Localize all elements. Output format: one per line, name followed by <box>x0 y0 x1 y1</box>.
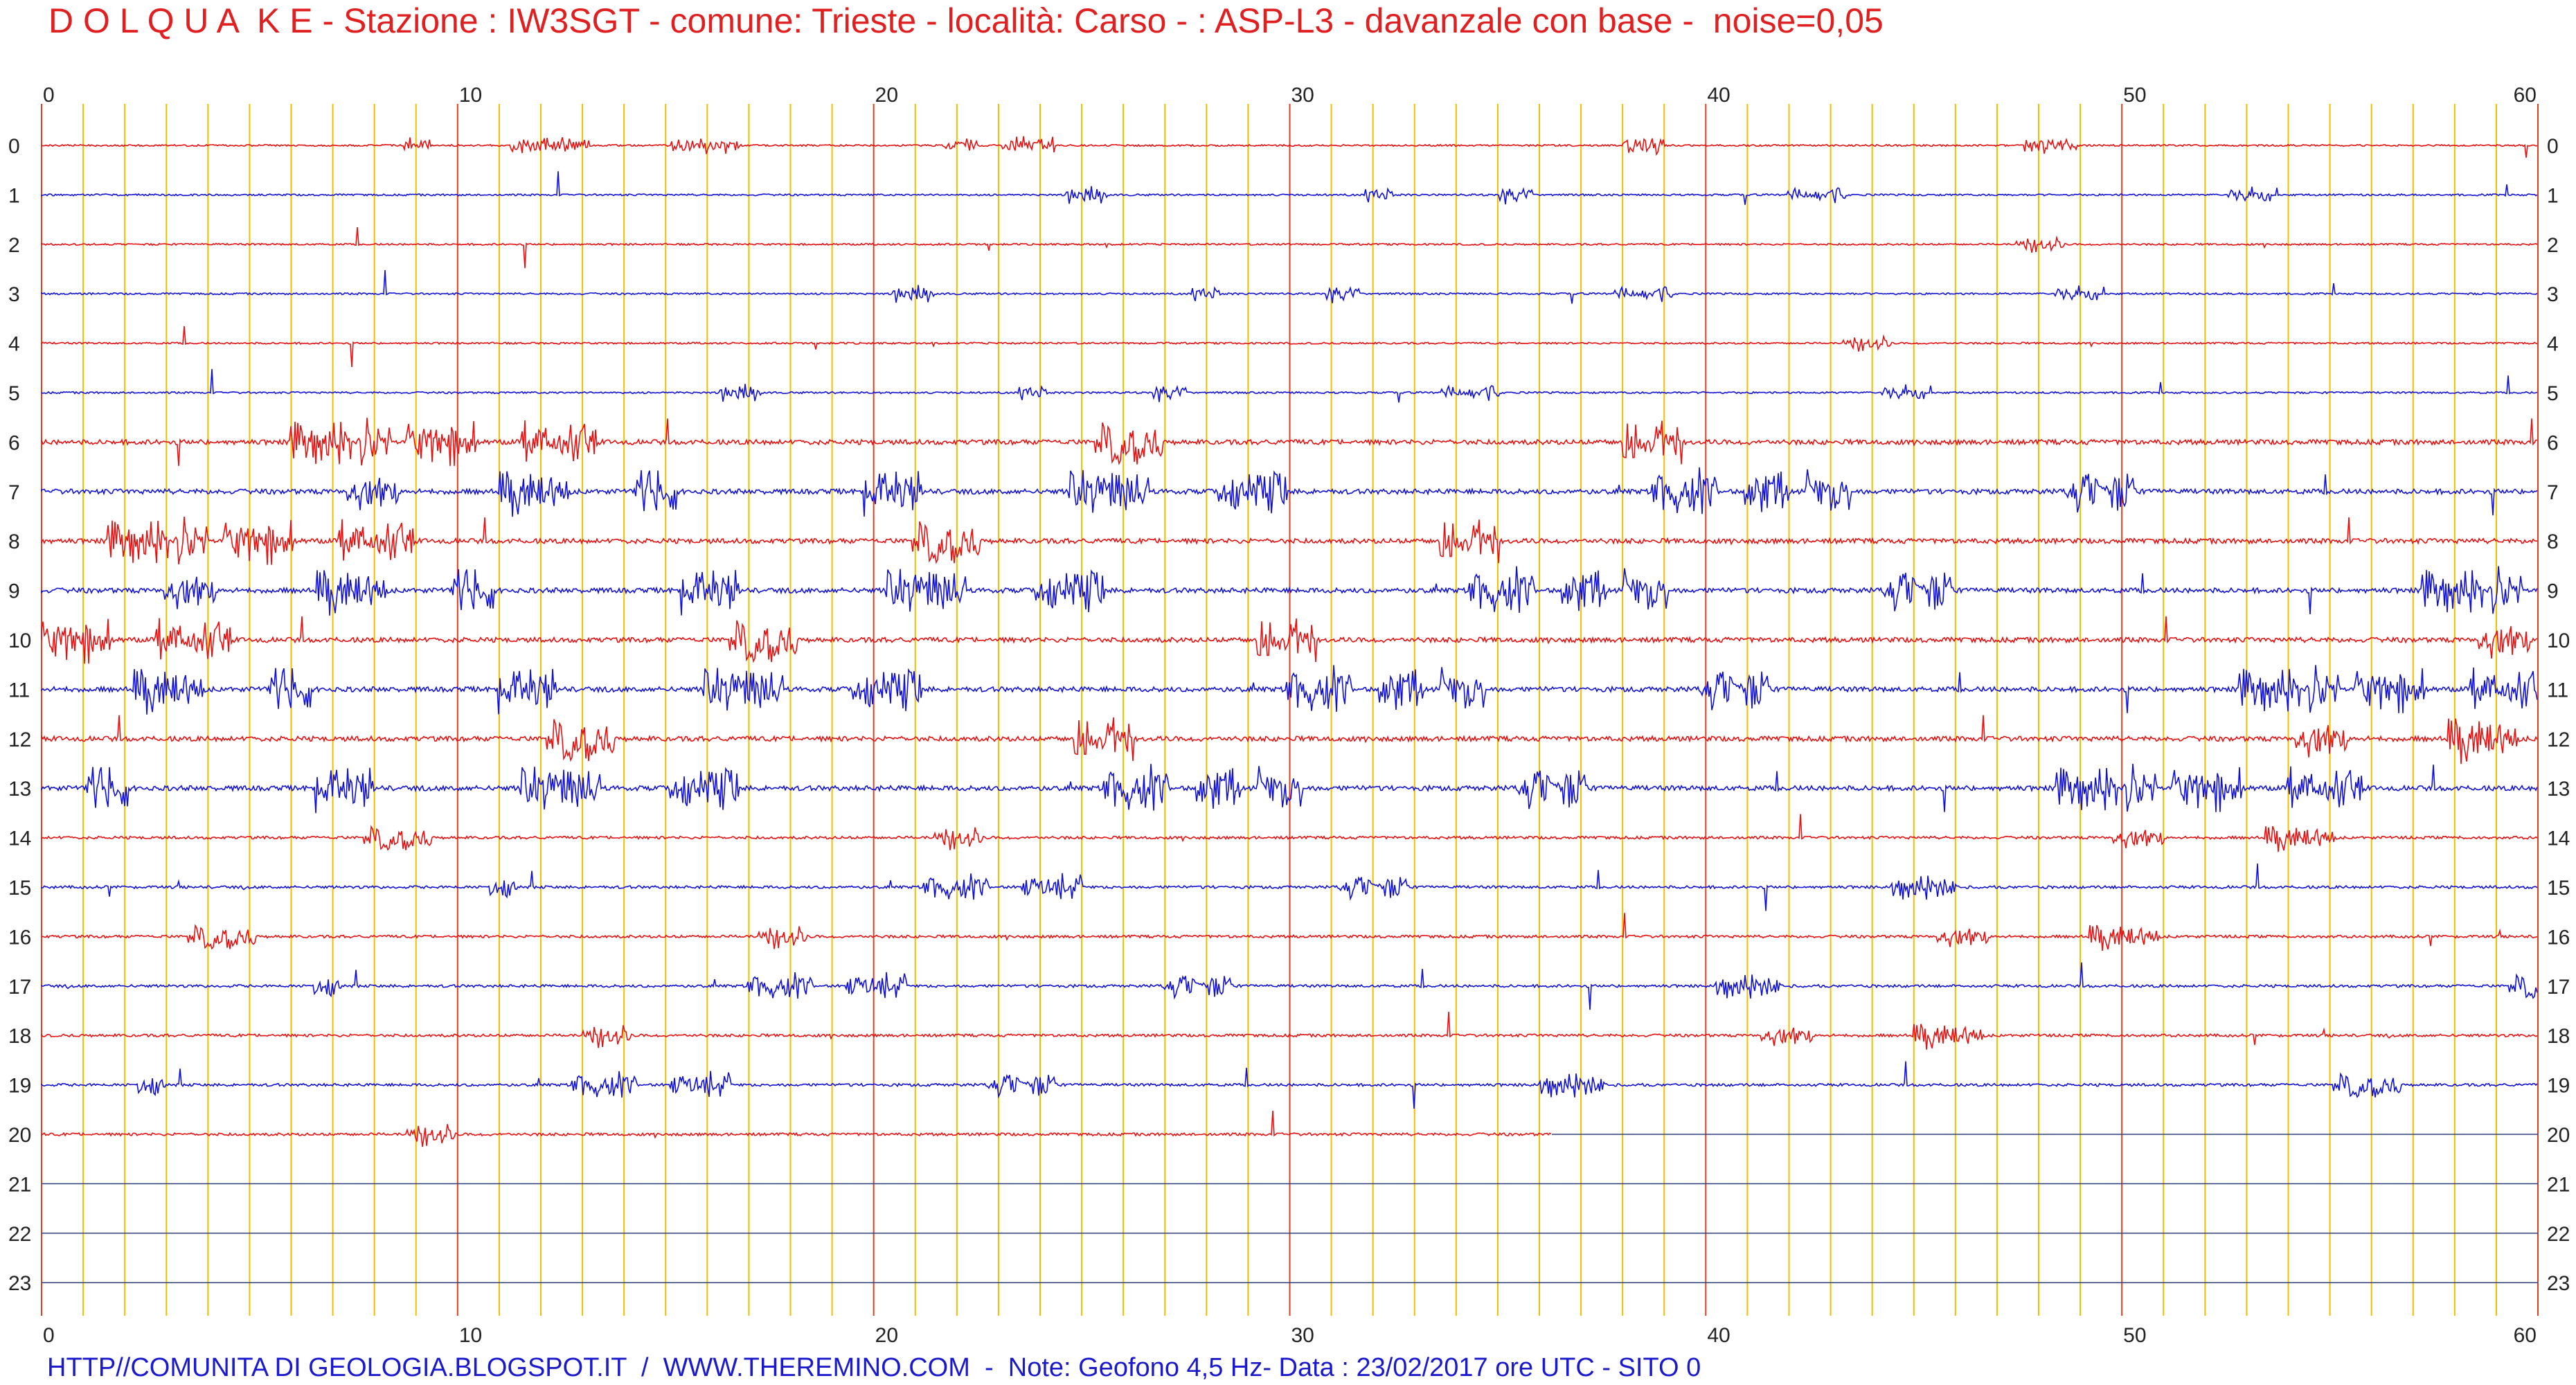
trace-row-1 <box>41 171 2538 205</box>
trace-row-12 <box>41 715 2538 765</box>
x-tick-bottom-40: 40 <box>1707 1324 1730 1347</box>
trace-row-3 <box>41 270 2538 304</box>
y-tick-left-10: 10 <box>8 629 31 652</box>
y-tick-right-14: 14 <box>2547 828 2570 850</box>
x-tick-bottom-10: 10 <box>459 1324 482 1347</box>
x-tick-bottom-30: 30 <box>1291 1324 1314 1347</box>
trace-row-9 <box>41 566 2538 616</box>
y-tick-right-2: 2 <box>2547 234 2559 257</box>
x-axis-top: 0 10 20 30 40 50 60 <box>43 84 2537 107</box>
y-tick-right-18: 18 <box>2547 1025 2570 1048</box>
y-tick-right-19: 19 <box>2547 1075 2570 1098</box>
x-tick-top-20: 20 <box>875 84 898 107</box>
y-tick-right-5: 5 <box>2547 382 2559 405</box>
y-tick-right-23: 23 <box>2547 1272 2570 1295</box>
x-tick-top-10: 10 <box>459 84 482 107</box>
empty-row-lines <box>42 1134 2538 1283</box>
y-tick-left-4: 4 <box>8 333 20 356</box>
y-tick-left-21: 21 <box>8 1173 31 1196</box>
y-tick-right-16: 16 <box>2547 926 2570 949</box>
trace-row-20 <box>41 1110 1552 1147</box>
y-tick-right-8: 8 <box>2547 530 2559 553</box>
grid-lines <box>41 104 2539 1316</box>
y-tick-right-4: 4 <box>2547 333 2559 356</box>
y-tick-right-1: 1 <box>2547 184 2559 207</box>
y-tick-left-0: 0 <box>8 135 20 158</box>
seismic-traces <box>41 136 2538 1147</box>
x-tick-bottom-20: 20 <box>875 1324 898 1347</box>
y-tick-left-23: 23 <box>8 1272 31 1295</box>
y-tick-left-14: 14 <box>8 828 31 850</box>
y-tick-left-18: 18 <box>8 1025 31 1048</box>
y-tick-right-9: 9 <box>2547 580 2559 603</box>
y-tick-right-3: 3 <box>2547 283 2559 306</box>
trace-row-13 <box>41 764 2538 814</box>
x-tick-top-30: 30 <box>1291 84 1314 107</box>
x-tick-top-0: 0 <box>43 84 55 107</box>
trace-row-14 <box>41 814 2538 852</box>
trace-row-15 <box>41 863 2538 911</box>
x-tick-bottom-60: 60 <box>2514 1324 2537 1347</box>
y-tick-left-13: 13 <box>8 778 31 801</box>
y-tick-right-11: 11 <box>2547 679 2568 702</box>
trace-row-5 <box>41 368 2538 403</box>
trace-row-6 <box>41 418 2537 466</box>
x-tick-top-50: 50 <box>2123 84 2146 107</box>
trace-row-2 <box>41 227 2538 269</box>
trace-row-8 <box>41 517 2538 565</box>
y-tick-left-17: 17 <box>8 976 31 999</box>
y-tick-left-1: 1 <box>8 184 20 207</box>
trace-row-7 <box>41 467 2538 517</box>
y-tick-right-12: 12 <box>2547 729 2570 751</box>
trace-row-4 <box>41 325 2538 368</box>
x-tick-bottom-50: 50 <box>2123 1324 2146 1347</box>
trace-row-19 <box>41 1061 2538 1109</box>
y-tick-right-7: 7 <box>2547 481 2559 504</box>
y-tick-left-22: 22 <box>8 1223 31 1246</box>
y-tick-right-10: 10 <box>2547 629 2570 652</box>
y-tick-right-17: 17 <box>2547 976 2570 999</box>
y-tick-right-15: 15 <box>2547 877 2570 900</box>
y-tick-right-20: 20 <box>2547 1124 2570 1147</box>
trace-row-0 <box>41 136 2538 158</box>
y-tick-left-3: 3 <box>8 283 20 306</box>
y-tick-left-8: 8 <box>8 530 20 553</box>
y-tick-left-16: 16 <box>8 926 31 949</box>
x-tick-top-40: 40 <box>1707 84 1730 107</box>
y-tick-left-12: 12 <box>8 729 31 751</box>
y-tick-left-11: 11 <box>8 679 30 702</box>
trace-row-16 <box>41 913 2538 951</box>
y-tick-left-5: 5 <box>8 382 20 405</box>
y-tick-left-20: 20 <box>8 1124 31 1147</box>
trace-row-10 <box>41 616 2538 664</box>
y-tick-left-6: 6 <box>8 431 20 454</box>
y-tick-left-9: 9 <box>8 580 20 603</box>
x-axis-bottom: 0 10 20 30 40 50 60 <box>43 1324 2537 1347</box>
y-tick-right-22: 22 <box>2547 1223 2570 1246</box>
page-title: D O L Q U A K E - Stazione : IW3SGT - co… <box>48 1 1884 40</box>
trace-row-17 <box>41 962 2538 1010</box>
trace-row-11 <box>41 665 2538 715</box>
y-tick-right-0: 0 <box>2547 135 2559 158</box>
y-tick-left-15: 15 <box>8 877 31 900</box>
y-tick-right-6: 6 <box>2547 431 2559 454</box>
y-tick-left-19: 19 <box>8 1075 31 1098</box>
footer-note: HTTP//COMUNITA DI GEOLOGIA.BLOGSPOT.IT /… <box>47 1353 1701 1382</box>
x-tick-top-60: 60 <box>2514 84 2537 107</box>
x-tick-bottom-0: 0 <box>43 1324 55 1347</box>
y-tick-left-7: 7 <box>8 481 20 504</box>
trace-row-18 <box>41 1012 2538 1050</box>
y-tick-left-2: 2 <box>8 234 20 257</box>
y-tick-right-13: 13 <box>2547 778 2570 801</box>
y-tick-right-21: 21 <box>2547 1173 2570 1196</box>
